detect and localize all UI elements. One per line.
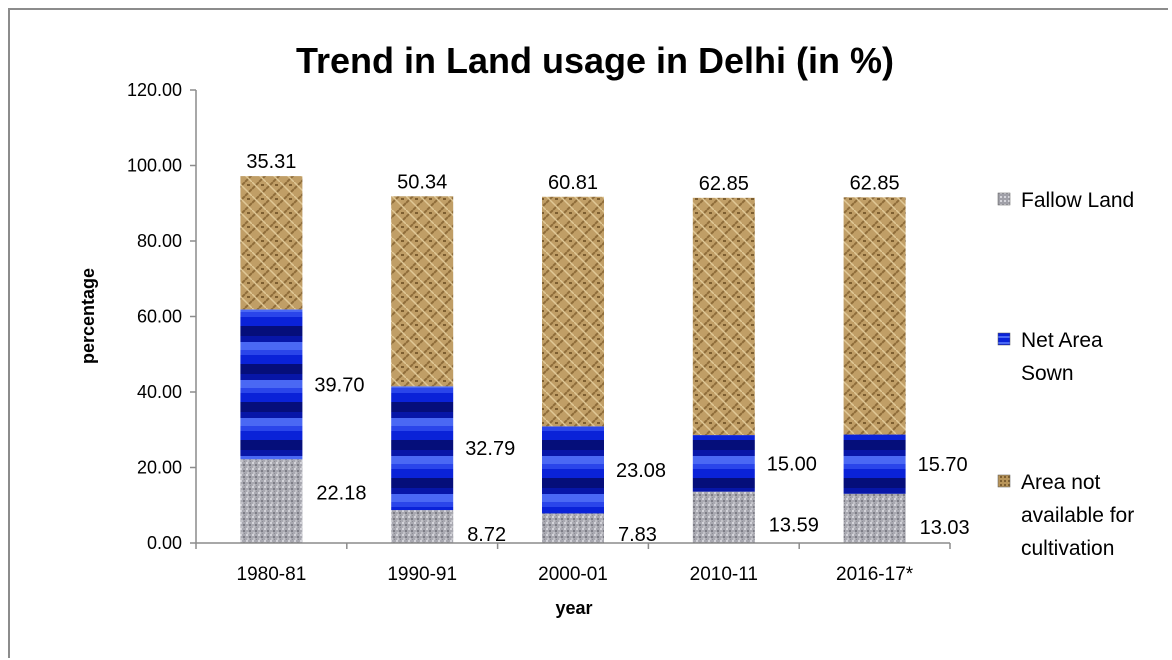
data-label: 22.18 xyxy=(316,482,366,504)
bar-segment-net-area-sown xyxy=(391,386,454,511)
bar-segment-net-area-sown xyxy=(240,309,303,460)
bar-segment-net-area-sown xyxy=(843,434,906,494)
data-label: 35.31 xyxy=(246,151,296,173)
bars xyxy=(240,176,906,543)
legend-label: Net Area xyxy=(1021,329,1103,352)
bar-segment-area-not-available xyxy=(391,196,454,387)
legend-swatch xyxy=(997,332,1011,346)
y-tick-label: 20.00 xyxy=(137,458,182,478)
y-tick-label: 100.00 xyxy=(127,156,182,176)
y-tick-label: 40.00 xyxy=(137,382,182,402)
legend-label: available for xyxy=(1021,504,1134,527)
legend-label: Sown xyxy=(1021,362,1074,385)
legend-swatch xyxy=(997,192,1011,206)
legend-item: Fallow Land xyxy=(997,189,1134,212)
y-tick-label: 60.00 xyxy=(137,307,182,327)
bar-segment-fallow-land xyxy=(391,510,454,543)
data-label: 62.85 xyxy=(699,173,749,195)
x-tick-label: 1980-81 xyxy=(237,564,307,585)
legend: Fallow Land Net Area Sown Area not available… xyxy=(997,189,1134,560)
y-tick-label: 80.00 xyxy=(137,231,182,251)
bar-segment-fallow-land xyxy=(843,493,906,543)
x-tick-label: 2010-11 xyxy=(690,564,758,585)
y-tick-label: 120.00 xyxy=(127,80,182,100)
bar-segment-area-not-available xyxy=(542,196,604,427)
x-axis: 1980-81 1990-91 2000-01 2010-11 2016-17* xyxy=(195,542,951,585)
bar-segment-area-not-available xyxy=(692,197,755,436)
data-label: 39.70 xyxy=(314,374,364,396)
x-tick-label: 2016-17* xyxy=(836,564,914,585)
data-label: 23.08 xyxy=(616,460,666,482)
data-labels: 22.18 39.70 35.31 8.72 32.79 50.34 7.83 23.08 60… xyxy=(246,151,969,546)
data-label: 60.81 xyxy=(548,172,598,194)
legend-item: Area not available for cultivation xyxy=(997,471,1134,560)
data-label: 8.72 xyxy=(467,524,506,546)
bar-segment-area-not-available xyxy=(240,176,303,310)
legend-item: Net Area Sown xyxy=(997,329,1103,385)
x-axis-title: year xyxy=(555,598,592,618)
y-axis: 0.00 20.00 40.00 60.00 80.00 100.00 120.00 xyxy=(127,80,197,553)
data-label: 7.83 xyxy=(618,524,657,546)
bar-segment-area-not-available xyxy=(843,197,906,435)
y-tick-label: 0.00 xyxy=(147,533,182,553)
legend-swatch xyxy=(997,474,1011,488)
bar-segment-fallow-land xyxy=(240,459,303,543)
data-label: 50.34 xyxy=(397,171,447,193)
x-tick-label: 2000-01 xyxy=(538,564,608,585)
data-label: 32.79 xyxy=(465,438,515,460)
chart-frame xyxy=(8,8,1168,658)
bar-segment-net-area-sown xyxy=(692,435,755,492)
legend-label: cultivation xyxy=(1021,537,1114,560)
chart-title: Trend in Land usage in Delhi (in %) xyxy=(296,40,894,81)
data-label: 13.03 xyxy=(920,517,970,539)
bar-segment-fallow-land xyxy=(692,491,755,543)
bar-segment-fallow-land xyxy=(542,513,604,543)
legend-label: Area not xyxy=(1021,471,1101,494)
data-label: 62.85 xyxy=(850,172,900,194)
data-label: 13.59 xyxy=(769,515,819,537)
data-label: 15.70 xyxy=(918,454,968,476)
legend-label: Fallow Land xyxy=(1021,189,1134,212)
x-tick-label: 1990-91 xyxy=(387,564,457,585)
data-label: 15.00 xyxy=(767,453,817,475)
y-axis-title: percentage xyxy=(78,268,98,364)
bar-segment-net-area-sown xyxy=(542,426,604,514)
